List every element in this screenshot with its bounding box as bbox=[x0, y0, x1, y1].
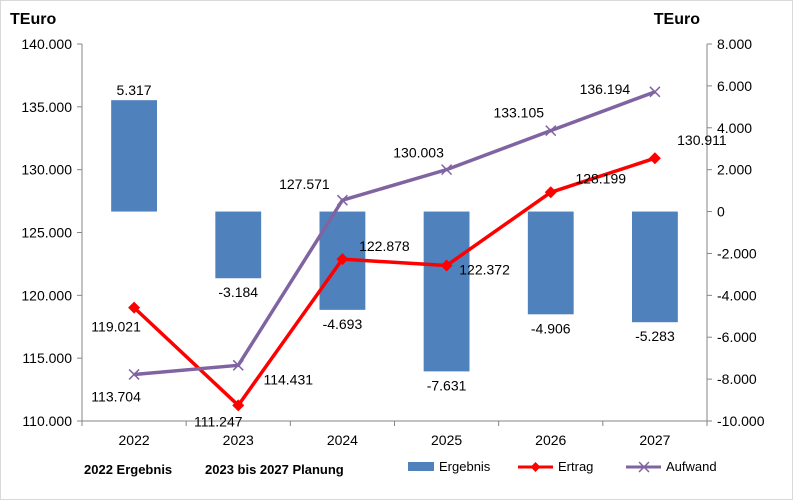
x-axis-tick-label: 2023 bbox=[223, 432, 254, 448]
point-aufwand bbox=[128, 368, 140, 380]
point-aufwand-stroke bbox=[232, 359, 244, 371]
point-aufwand-stroke bbox=[336, 194, 348, 206]
label-ergebnis: -4.906 bbox=[531, 320, 571, 336]
axes: 110.000 115.000 120.000 125.000 130.000 135.0… bbox=[21, 36, 764, 448]
right-axis-tick-label: -2.000 bbox=[717, 245, 757, 261]
label-aufwand: 133.105 bbox=[493, 105, 544, 121]
label-ertrag: 119.021 bbox=[91, 319, 141, 335]
point-ertrag bbox=[648, 152, 661, 165]
point-ertrag bbox=[128, 301, 141, 314]
point-ertrag bbox=[336, 253, 349, 266]
legend: Ergebnis Ertrag Aufwand bbox=[408, 459, 717, 474]
footnotes: 2022 Ergebnis 2023 bis 2027 Planung bbox=[84, 462, 344, 477]
label-ertrag: 128.199 bbox=[575, 170, 626, 186]
bar-ergebnis bbox=[527, 211, 574, 315]
x-axis-tick-label: 2024 bbox=[327, 432, 358, 448]
x-axis-tick-label: 2026 bbox=[535, 432, 566, 448]
label-ertrag: 111.247 bbox=[194, 413, 243, 429]
bar-ergebnis bbox=[111, 100, 157, 212]
left-axis-tick-label: 110.000 bbox=[22, 413, 72, 429]
label-ertrag: 122.372 bbox=[459, 262, 510, 278]
point-aufwand-stroke bbox=[441, 164, 453, 176]
legend-swatch-ergebnis bbox=[408, 462, 434, 471]
label-aufwand: 114.431 bbox=[263, 371, 313, 387]
right-axis-tick-label: -4.000 bbox=[717, 287, 757, 303]
point-aufwand bbox=[336, 194, 348, 206]
point-ertrag bbox=[440, 259, 453, 272]
legend-marker-ertrag bbox=[530, 462, 541, 472]
bar-ergebnis bbox=[423, 211, 470, 372]
left-axis-tick-label: 125.000 bbox=[21, 225, 72, 241]
label-ergebnis: -3.184 bbox=[218, 284, 258, 300]
line-aufwand bbox=[133, 90, 656, 377]
left-axis-tick-label: 120.000 bbox=[21, 287, 72, 303]
point-aufwand bbox=[649, 86, 661, 98]
right-axis-tick-label: 0 bbox=[717, 204, 725, 220]
note-planung: 2023 bis 2027 Planung bbox=[205, 462, 344, 477]
line-series bbox=[128, 86, 661, 412]
note-2022-ergebnis: 2022 Ergebnis bbox=[84, 462, 172, 477]
right-axis-tick-label: 6.000 bbox=[717, 78, 752, 94]
legend-label-ergebnis: Ergebnis bbox=[439, 459, 491, 474]
point-aufwand bbox=[441, 164, 453, 176]
point-aufwand bbox=[232, 359, 244, 371]
left-axis-tick-label: 130.000 bbox=[21, 162, 72, 178]
point-aufwand-stroke bbox=[545, 125, 557, 137]
bar-ergebnis bbox=[632, 211, 678, 323]
label-ergebnis: 5.317 bbox=[117, 82, 152, 98]
right-unit-label: TEuro bbox=[654, 11, 700, 28]
right-axis-tick-label: 4.000 bbox=[717, 120, 752, 136]
label-aufwand: 136.194 bbox=[580, 81, 631, 97]
right-axis-tick-label: 2.000 bbox=[717, 162, 752, 178]
point-aufwand bbox=[545, 125, 557, 137]
label-ergebnis: -7.631 bbox=[427, 377, 467, 393]
x-axis-tick-label: 2025 bbox=[431, 432, 462, 448]
label-ertrag: 130.911 bbox=[677, 132, 727, 148]
data-labels: 5.317 -3.184 -4.693 -7.631 -4.906 -5.283 119.0… bbox=[91, 81, 727, 430]
right-axis-tick-label: -8.000 bbox=[717, 371, 757, 387]
label-aufwand: 113.704 bbox=[91, 388, 141, 404]
x-axis-tick-label: 2022 bbox=[119, 432, 150, 448]
label-ergebnis: -5.283 bbox=[635, 328, 675, 344]
left-unit-label: TEuro bbox=[10, 11, 56, 28]
label-ergebnis: -4.693 bbox=[323, 316, 363, 332]
point-ertrag bbox=[232, 399, 245, 412]
label-aufwand: 130.003 bbox=[393, 145, 444, 161]
left-axis-tick-label: 115.000 bbox=[22, 350, 72, 366]
bar-ergebnis bbox=[215, 211, 262, 279]
left-axis-tick-label: 140.000 bbox=[21, 36, 72, 52]
line-ertrag bbox=[132, 156, 656, 408]
left-axis-tick-label: 135.000 bbox=[21, 99, 72, 115]
x-axis-tick-label: 2027 bbox=[639, 432, 670, 448]
right-axis-tick-label: -10.000 bbox=[717, 413, 765, 429]
point-aufwand-stroke bbox=[128, 368, 140, 380]
right-axis-tick-label: 8.000 bbox=[717, 36, 752, 52]
legend-label-ertrag: Ertrag bbox=[558, 459, 593, 474]
right-axis-tick-label: -6.000 bbox=[717, 329, 757, 345]
point-ertrag bbox=[544, 186, 557, 199]
label-aufwand: 127.571 bbox=[279, 176, 330, 192]
point-aufwand-stroke bbox=[649, 86, 661, 98]
legend-label-aufwand: Aufwand bbox=[666, 459, 717, 474]
legend-marker-aufwand bbox=[638, 461, 650, 473]
label-ertrag: 122.878 bbox=[359, 238, 410, 254]
